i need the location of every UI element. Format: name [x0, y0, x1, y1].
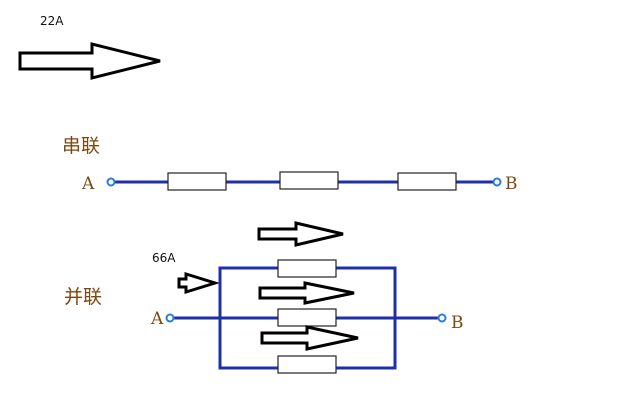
current-arrow-branch-top-icon — [257, 221, 344, 247]
parallel-resistor-bottom — [277, 355, 337, 374]
current-arrow-branch-mid-icon — [258, 281, 355, 305]
series-title: 串联 — [62, 135, 100, 157]
parallel-resistor-middle — [277, 308, 337, 327]
parallel-node-b-label: B — [451, 313, 464, 333]
parallel-title: 并联 — [64, 286, 102, 308]
series-terminal-a-icon — [106, 177, 116, 187]
parallel-resistor-top — [277, 259, 337, 278]
series-terminal-b-icon — [492, 177, 502, 187]
series-resistor-1 — [167, 172, 227, 191]
current-arrow-branch-low-icon — [260, 325, 359, 351]
current-arrow-top-icon — [18, 42, 161, 80]
current-arrow-input-icon — [177, 271, 221, 295]
parallel-terminal-b-icon — [437, 313, 447, 323]
parallel-node-a-label: A — [150, 309, 164, 329]
current-label-66a: 66A — [152, 251, 176, 265]
parallel-terminal-a-icon — [165, 313, 175, 323]
series-node-a-label: A — [81, 174, 95, 194]
parallel-wire — [168, 266, 444, 370]
current-label-22a: 22A — [40, 14, 64, 28]
series-node-b-label: B — [505, 174, 518, 194]
series-resistor-2 — [279, 171, 339, 190]
series-resistor-3 — [397, 172, 457, 191]
